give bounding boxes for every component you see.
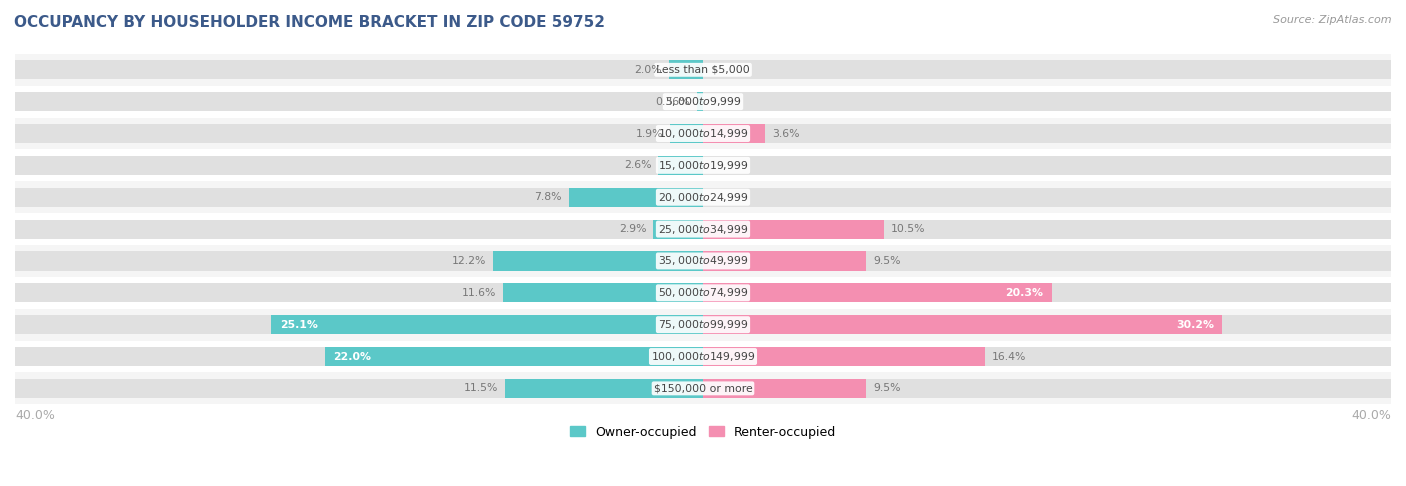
Bar (15, 150, 1391, 181)
Bar (703, 315, 1391, 334)
Text: 30.2%: 30.2% (1175, 320, 1213, 330)
Text: OCCUPANCY BY HOUSEHOLDER INCOME BRACKET IN ZIP CODE 59752: OCCUPANCY BY HOUSEHOLDER INCOME BRACKET … (14, 15, 605, 30)
Bar (703, 92, 1391, 111)
Text: 20.3%: 20.3% (1005, 288, 1043, 298)
Bar (703, 347, 1391, 366)
Text: Source: ZipAtlas.com: Source: ZipAtlas.com (1274, 15, 1392, 25)
Bar (15, 309, 1391, 341)
Text: 2.6%: 2.6% (624, 160, 651, 171)
Bar (15, 54, 1391, 86)
Bar (703, 124, 765, 143)
Text: $15,000 to $19,999: $15,000 to $19,999 (658, 159, 748, 172)
Bar (703, 315, 1222, 334)
Bar (503, 283, 703, 302)
Bar (15, 372, 1391, 404)
Bar (703, 379, 1391, 398)
Text: $100,000 to $149,999: $100,000 to $149,999 (651, 350, 755, 363)
Bar (505, 379, 703, 398)
Legend: Owner-occupied, Renter-occupied: Owner-occupied, Renter-occupied (565, 420, 841, 444)
Text: 2.9%: 2.9% (619, 224, 647, 234)
Bar (271, 315, 703, 334)
Bar (569, 188, 703, 207)
Bar (703, 251, 866, 271)
Bar (15, 156, 703, 175)
Bar (703, 188, 1391, 207)
Text: $10,000 to $14,999: $10,000 to $14,999 (658, 127, 748, 140)
Bar (15, 277, 1391, 309)
Bar (15, 60, 703, 79)
Bar (15, 92, 703, 111)
Text: 25.1%: 25.1% (280, 320, 318, 330)
Text: $20,000 to $24,999: $20,000 to $24,999 (658, 191, 748, 204)
Text: $5,000 to $9,999: $5,000 to $9,999 (665, 95, 741, 108)
Bar (15, 181, 1391, 213)
Bar (15, 245, 1391, 277)
Bar (703, 283, 1052, 302)
Bar (697, 92, 703, 111)
Bar (15, 341, 1391, 372)
Bar (15, 347, 703, 366)
Bar (703, 283, 1391, 302)
Text: $150,000 or more: $150,000 or more (654, 383, 752, 393)
Bar (671, 124, 703, 143)
Bar (15, 220, 703, 239)
Text: 40.0%: 40.0% (1351, 409, 1391, 422)
Text: Less than $5,000: Less than $5,000 (657, 65, 749, 75)
Text: $50,000 to $74,999: $50,000 to $74,999 (658, 286, 748, 299)
Bar (15, 379, 703, 398)
Text: $25,000 to $34,999: $25,000 to $34,999 (658, 223, 748, 236)
Bar (703, 379, 866, 398)
Text: 11.6%: 11.6% (463, 288, 496, 298)
Text: 0.36%: 0.36% (655, 97, 690, 106)
Text: 3.6%: 3.6% (772, 128, 799, 139)
Bar (15, 283, 703, 302)
Text: 40.0%: 40.0% (15, 409, 55, 422)
Bar (669, 60, 703, 79)
Text: 7.8%: 7.8% (534, 192, 562, 202)
Bar (15, 251, 703, 271)
Text: $35,000 to $49,999: $35,000 to $49,999 (658, 255, 748, 267)
Bar (703, 60, 1391, 79)
Bar (703, 220, 883, 239)
Bar (15, 188, 703, 207)
Text: 10.5%: 10.5% (890, 224, 925, 234)
Bar (15, 118, 1391, 150)
Text: 2.0%: 2.0% (634, 65, 662, 75)
Bar (15, 213, 1391, 245)
Bar (703, 124, 1391, 143)
Bar (325, 347, 703, 366)
Bar (703, 347, 986, 366)
Bar (658, 156, 703, 175)
Text: 12.2%: 12.2% (451, 256, 486, 266)
Text: 16.4%: 16.4% (993, 351, 1026, 362)
Text: $75,000 to $99,999: $75,000 to $99,999 (658, 318, 748, 331)
Text: 1.9%: 1.9% (636, 128, 664, 139)
Bar (703, 156, 1391, 175)
Text: 9.5%: 9.5% (873, 383, 901, 393)
Text: 22.0%: 22.0% (333, 351, 371, 362)
Bar (703, 251, 1391, 271)
Bar (15, 86, 1391, 118)
Bar (494, 251, 703, 271)
Bar (15, 124, 703, 143)
Bar (654, 220, 703, 239)
Text: 9.5%: 9.5% (873, 256, 901, 266)
Bar (15, 315, 703, 334)
Bar (703, 220, 1391, 239)
Text: 11.5%: 11.5% (464, 383, 498, 393)
